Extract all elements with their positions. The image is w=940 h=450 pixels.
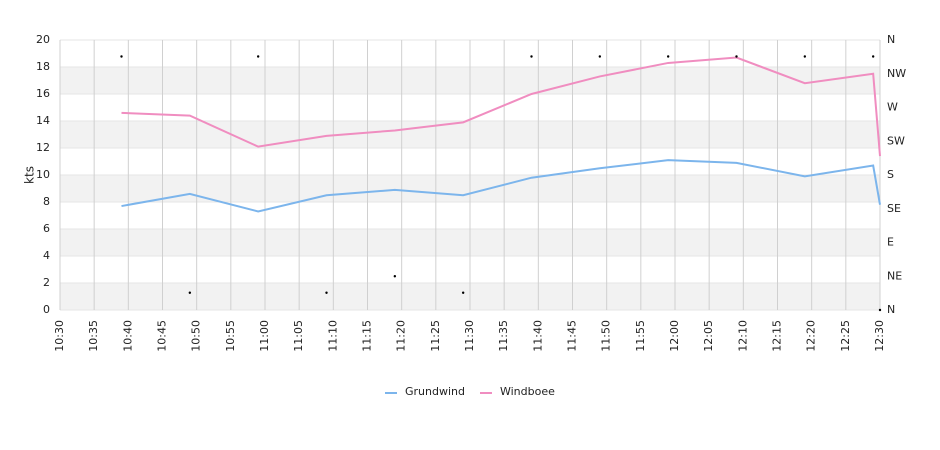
y2-tick-label: W: [887, 101, 898, 114]
x-tick-label: 12:20: [805, 320, 818, 352]
y-tick-label: 14: [36, 114, 50, 127]
x-tick-label: 12:25: [839, 320, 852, 352]
direction-point: [530, 55, 533, 58]
direction-point: [461, 291, 465, 294]
direction-point: [598, 55, 602, 58]
x-tick-label: 11:25: [429, 320, 442, 352]
y-tick-label: 0: [43, 303, 50, 316]
x-tick-label: 12:00: [668, 320, 681, 352]
x-tick-label: 12:30: [873, 320, 886, 352]
direction-point: [803, 55, 807, 58]
x-tick-label: 11:00: [258, 320, 271, 352]
direction-point: [878, 308, 882, 312]
y-tick-label: 2: [43, 276, 50, 289]
y2-tick-label: NW: [887, 67, 906, 80]
y2-tick-label: SW: [887, 134, 905, 147]
x-tick-label: 10:45: [156, 320, 169, 352]
y-tick-label: 12: [36, 141, 50, 154]
line-series: [121, 56, 881, 157]
x-tick-label: 10:40: [121, 320, 134, 352]
y-tick-label: 10: [36, 168, 50, 181]
x-tick-label: 11:10: [326, 320, 339, 352]
direction-point: [871, 55, 875, 58]
y-tick-label: 20: [36, 33, 50, 46]
y2-tick-label: S: [887, 168, 894, 181]
y-tick-label: 18: [36, 60, 50, 73]
x-tick-label: 11:05: [292, 320, 305, 352]
y-tick-label: 16: [36, 87, 50, 100]
x-tick-label: 10:50: [190, 320, 203, 352]
x-tick-label: 11:40: [531, 320, 544, 352]
x-tick-label: 12:05: [702, 320, 715, 352]
direction-point: [666, 55, 670, 58]
y-tick-label: 6: [43, 222, 50, 235]
y-axis-label: kts: [23, 166, 37, 184]
y2-tick-label: E: [887, 236, 894, 249]
x-tick-label: 11:35: [497, 320, 510, 352]
line-series: [121, 159, 881, 213]
y-tick-label: 4: [43, 249, 50, 262]
direction-point: [120, 55, 123, 58]
x-tick-label: 11:55: [634, 320, 647, 352]
x-tick-label: 12:15: [771, 320, 784, 352]
direction-point: [256, 55, 260, 58]
y2-tick-label: SE: [887, 202, 901, 215]
x-tick-label: 11:15: [361, 320, 374, 352]
y2-tick-label: N: [887, 303, 895, 316]
x-tick-label: 10:30: [53, 320, 66, 352]
y2-tick-label: N: [887, 33, 895, 46]
x-tick-label: 11:30: [463, 320, 476, 352]
x-tick-label: 11:20: [395, 320, 408, 352]
direction-point: [735, 55, 738, 58]
y-tick-label: 8: [43, 195, 50, 208]
direction-point: [188, 291, 192, 294]
x-tick-label: 12:10: [736, 320, 749, 352]
direction-point: [325, 291, 328, 294]
x-tick-label: 10:55: [224, 320, 237, 352]
x-tick-label: 11:45: [566, 320, 579, 352]
legend-label: Grundwind: [405, 385, 465, 398]
direction-point: [393, 275, 397, 278]
legend-label: Windboee: [500, 385, 555, 398]
x-tick-label: 10:35: [87, 320, 100, 352]
x-tick-label: 11:50: [600, 320, 613, 352]
y2-tick-label: NE: [887, 269, 902, 282]
